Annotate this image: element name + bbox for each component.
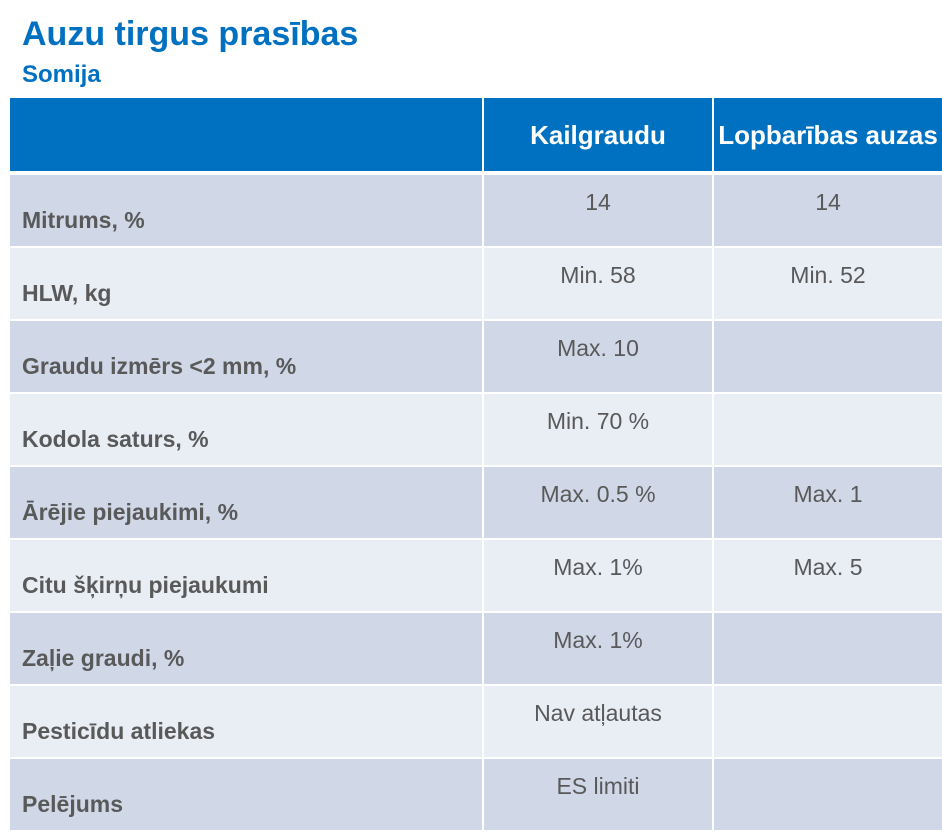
row-label: Graudu izmērs <2 mm, % <box>8 319 484 394</box>
table-row: Citu šķirņu piejaukumi Max. 1% Max. 5 <box>8 538 942 613</box>
page-subtitle: Somija <box>22 61 101 88</box>
table-row: Pesticīdu atliekas Nav atļautas <box>8 684 942 759</box>
cell-lopbaribas <box>712 611 942 686</box>
row-label: Pesticīdu atliekas <box>8 684 484 759</box>
requirements-table: Kailgraudu Lopbarības auzas Mitrums, % 1… <box>8 96 942 832</box>
table-header: Kailgraudu Lopbarības auzas <box>8 96 942 175</box>
table-row: HLW, kg Min. 58 Min. 52 <box>8 246 942 321</box>
cell-kailgraudu: Nav atļautas <box>482 684 714 759</box>
header-cell-lopbaribas: Lopbarības auzas <box>712 96 942 175</box>
row-label: HLW, kg <box>8 246 484 321</box>
row-label: Pelējums <box>8 757 484 832</box>
cell-lopbaribas: Max. 5 <box>712 538 942 613</box>
cell-lopbaribas <box>712 319 942 394</box>
cell-lopbaribas: Min. 52 <box>712 246 942 321</box>
table-row: Kodola saturs, % Min. 70 % <box>8 392 942 467</box>
table-row: Pelējums ES limiti <box>8 757 942 832</box>
row-label: Citu šķirņu piejaukumi <box>8 538 484 613</box>
table-row: Mitrums, % 14 14 <box>8 172 942 248</box>
header-row: Kailgraudu Lopbarības auzas <box>8 96 942 175</box>
table-row: Graudu izmērs <2 mm, % Max. 10 <box>8 319 942 394</box>
page-title: Auzu tirgus prasības <box>22 15 359 53</box>
cell-lopbaribas: 14 <box>712 172 942 248</box>
cell-lopbaribas <box>712 757 942 832</box>
row-label: Zaļie graudi, % <box>8 611 484 686</box>
cell-kailgraudu: 14 <box>482 172 714 248</box>
cell-kailgraudu: ES limiti <box>482 757 714 832</box>
cell-kailgraudu: Max. 1% <box>482 538 714 613</box>
cell-lopbaribas: Max. 1 <box>712 465 942 540</box>
cell-kailgraudu: Min. 70 % <box>482 392 714 467</box>
row-label: Mitrums, % <box>8 172 484 248</box>
header-cell-kailgraudu: Kailgraudu <box>482 96 714 175</box>
cell-lopbaribas <box>712 684 942 759</box>
cell-kailgraudu: Max. 1% <box>482 611 714 686</box>
cell-kailgraudu: Max. 10 <box>482 319 714 394</box>
row-label: Ārējie piejaukimi, % <box>8 465 484 540</box>
table-row: Ārējie piejaukimi, % Max. 0.5 % Max. 1 <box>8 465 942 540</box>
row-label: Kodola saturs, % <box>8 392 484 467</box>
cell-kailgraudu: Max. 0.5 % <box>482 465 714 540</box>
header-cell-empty <box>8 96 484 175</box>
cell-kailgraudu: Min. 58 <box>482 246 714 321</box>
table-row: Zaļie graudi, % Max. 1% <box>8 611 942 686</box>
cell-lopbaribas <box>712 392 942 467</box>
table-body: Mitrums, % 14 14 HLW, kg Min. 58 Min. 52… <box>8 172 942 832</box>
